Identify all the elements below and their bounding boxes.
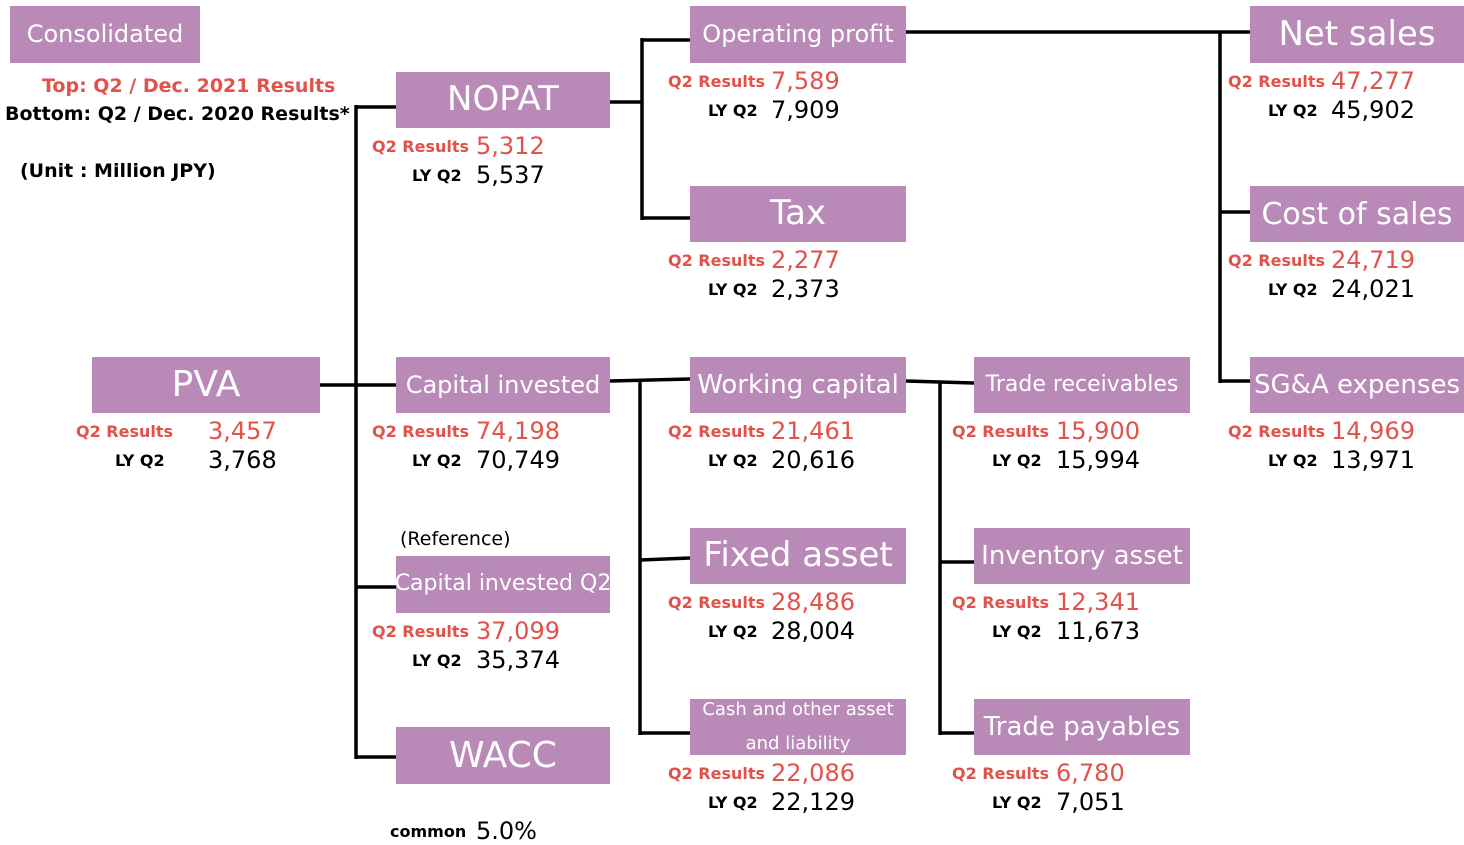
- node-box: Capital invested: [396, 357, 610, 413]
- prior-value: 2,373: [771, 275, 840, 303]
- prior-value: 22,129: [771, 788, 855, 816]
- prior-value: 5,537: [476, 161, 545, 189]
- prior-label: LY Q2: [708, 622, 758, 641]
- current-value: 5,312: [476, 132, 545, 160]
- node-box: Trade payables: [974, 699, 1190, 755]
- prior-value: 45,902: [1331, 96, 1415, 124]
- node-box: Net sales: [1250, 6, 1464, 63]
- current-label: Q2 Results: [952, 593, 1050, 612]
- current-label: Q2 Results: [952, 422, 1050, 441]
- current-label: Q2 Results: [668, 593, 766, 612]
- current-label: Q2 Results: [76, 422, 174, 441]
- current-value: 28,486: [771, 588, 855, 616]
- prior-label: LY Q2: [1268, 280, 1318, 299]
- prior-label: LY Q2: [992, 451, 1042, 470]
- node-box: SG&A expenses: [1250, 357, 1464, 413]
- node-box: Capital invested Q2: [396, 556, 610, 613]
- prior-value: 7,909: [771, 96, 840, 124]
- current-value: 15,900: [1056, 417, 1140, 445]
- node-box: WACC: [396, 727, 610, 784]
- prior-value: 70,749: [476, 446, 560, 474]
- prior-value: 28,004: [771, 617, 855, 645]
- current-value: 12,341: [1056, 588, 1140, 616]
- node-box: NOPAT: [396, 72, 610, 128]
- title: Consolidated: [10, 6, 200, 63]
- current-value: 22,086: [771, 759, 855, 787]
- prior-label: LY Q2: [412, 166, 462, 185]
- top-note: Top: Q2 / Dec. 2021 Results: [42, 75, 336, 97]
- current-value: 21,461: [771, 417, 855, 445]
- node-box: Cost of sales: [1250, 186, 1464, 242]
- connectors: [320, 30, 1250, 759]
- current-value: 74,198: [476, 417, 560, 445]
- bottom-note: Bottom: Q2 / Dec. 2020 Results*: [5, 103, 350, 125]
- prior-label: LY Q2: [412, 451, 462, 470]
- unit-note: (Unit : Million JPY): [20, 160, 216, 182]
- node-box: Trade receivables: [974, 357, 1190, 413]
- prior-value: 15,994: [1056, 446, 1140, 474]
- current-value: 3,457: [208, 417, 277, 445]
- current-label: Q2 Results: [668, 72, 766, 91]
- node-box: Inventory asset: [974, 528, 1190, 584]
- prior-label: LY Q2: [992, 622, 1042, 641]
- prior-label: LY Q2: [412, 651, 462, 670]
- prior-value: 3,768: [208, 446, 277, 474]
- current-value: 14,969: [1331, 417, 1415, 445]
- prior-value: 20,616: [771, 446, 855, 474]
- current-label: Q2 Results: [372, 422, 470, 441]
- current-label: Q2 Results: [372, 622, 470, 641]
- prior-label: LY Q2: [992, 793, 1042, 812]
- prior-label: LY Q2: [708, 451, 758, 470]
- node-box: PVA: [92, 357, 320, 413]
- node-box: Operating profit: [690, 6, 906, 63]
- current-value: 37,099: [476, 617, 560, 645]
- current-label: Q2 Results: [1228, 72, 1326, 91]
- current-label: Q2 Results: [952, 764, 1050, 783]
- current-label: Q2 Results: [668, 764, 766, 783]
- prior-value: 35,374: [476, 646, 560, 674]
- current-value: 2,277: [771, 246, 840, 274]
- current-value: 7,589: [771, 67, 840, 95]
- node-box: Tax: [690, 186, 906, 242]
- current-value: 24,719: [1331, 246, 1415, 274]
- current-label: Q2 Results: [1228, 251, 1326, 270]
- current-value: 47,277: [1331, 67, 1415, 95]
- page: Consolidated Top: Q2 / Dec. 2021 Results…: [5, 6, 1464, 843]
- prior-label: common: [390, 822, 467, 841]
- prior-label: LY Q2: [708, 280, 758, 299]
- prior-label: LY Q2: [708, 793, 758, 812]
- current-label: Q2 Results: [1228, 422, 1326, 441]
- prior-value: 7,051: [1056, 788, 1125, 816]
- prior-label: LY Q2: [1268, 101, 1318, 120]
- node-box: Working capital: [690, 357, 906, 413]
- current-label: Q2 Results: [668, 251, 766, 270]
- prior-label: LY Q2: [115, 451, 165, 470]
- node-note: (Reference): [400, 528, 511, 550]
- node-box: Fixed asset: [690, 528, 906, 584]
- prior-value: 13,971: [1331, 446, 1415, 474]
- current-value: 6,780: [1056, 759, 1125, 787]
- prior-label: LY Q2: [1268, 451, 1318, 470]
- prior-value: 24,021: [1331, 275, 1415, 303]
- prior-value: 5.0%: [476, 817, 537, 845]
- prior-value: 11,673: [1056, 617, 1140, 645]
- prior-label: LY Q2: [708, 101, 758, 120]
- current-label: Q2 Results: [372, 137, 470, 156]
- current-label: Q2 Results: [668, 422, 766, 441]
- node-box: Cash and other asset and liability: [690, 699, 906, 755]
